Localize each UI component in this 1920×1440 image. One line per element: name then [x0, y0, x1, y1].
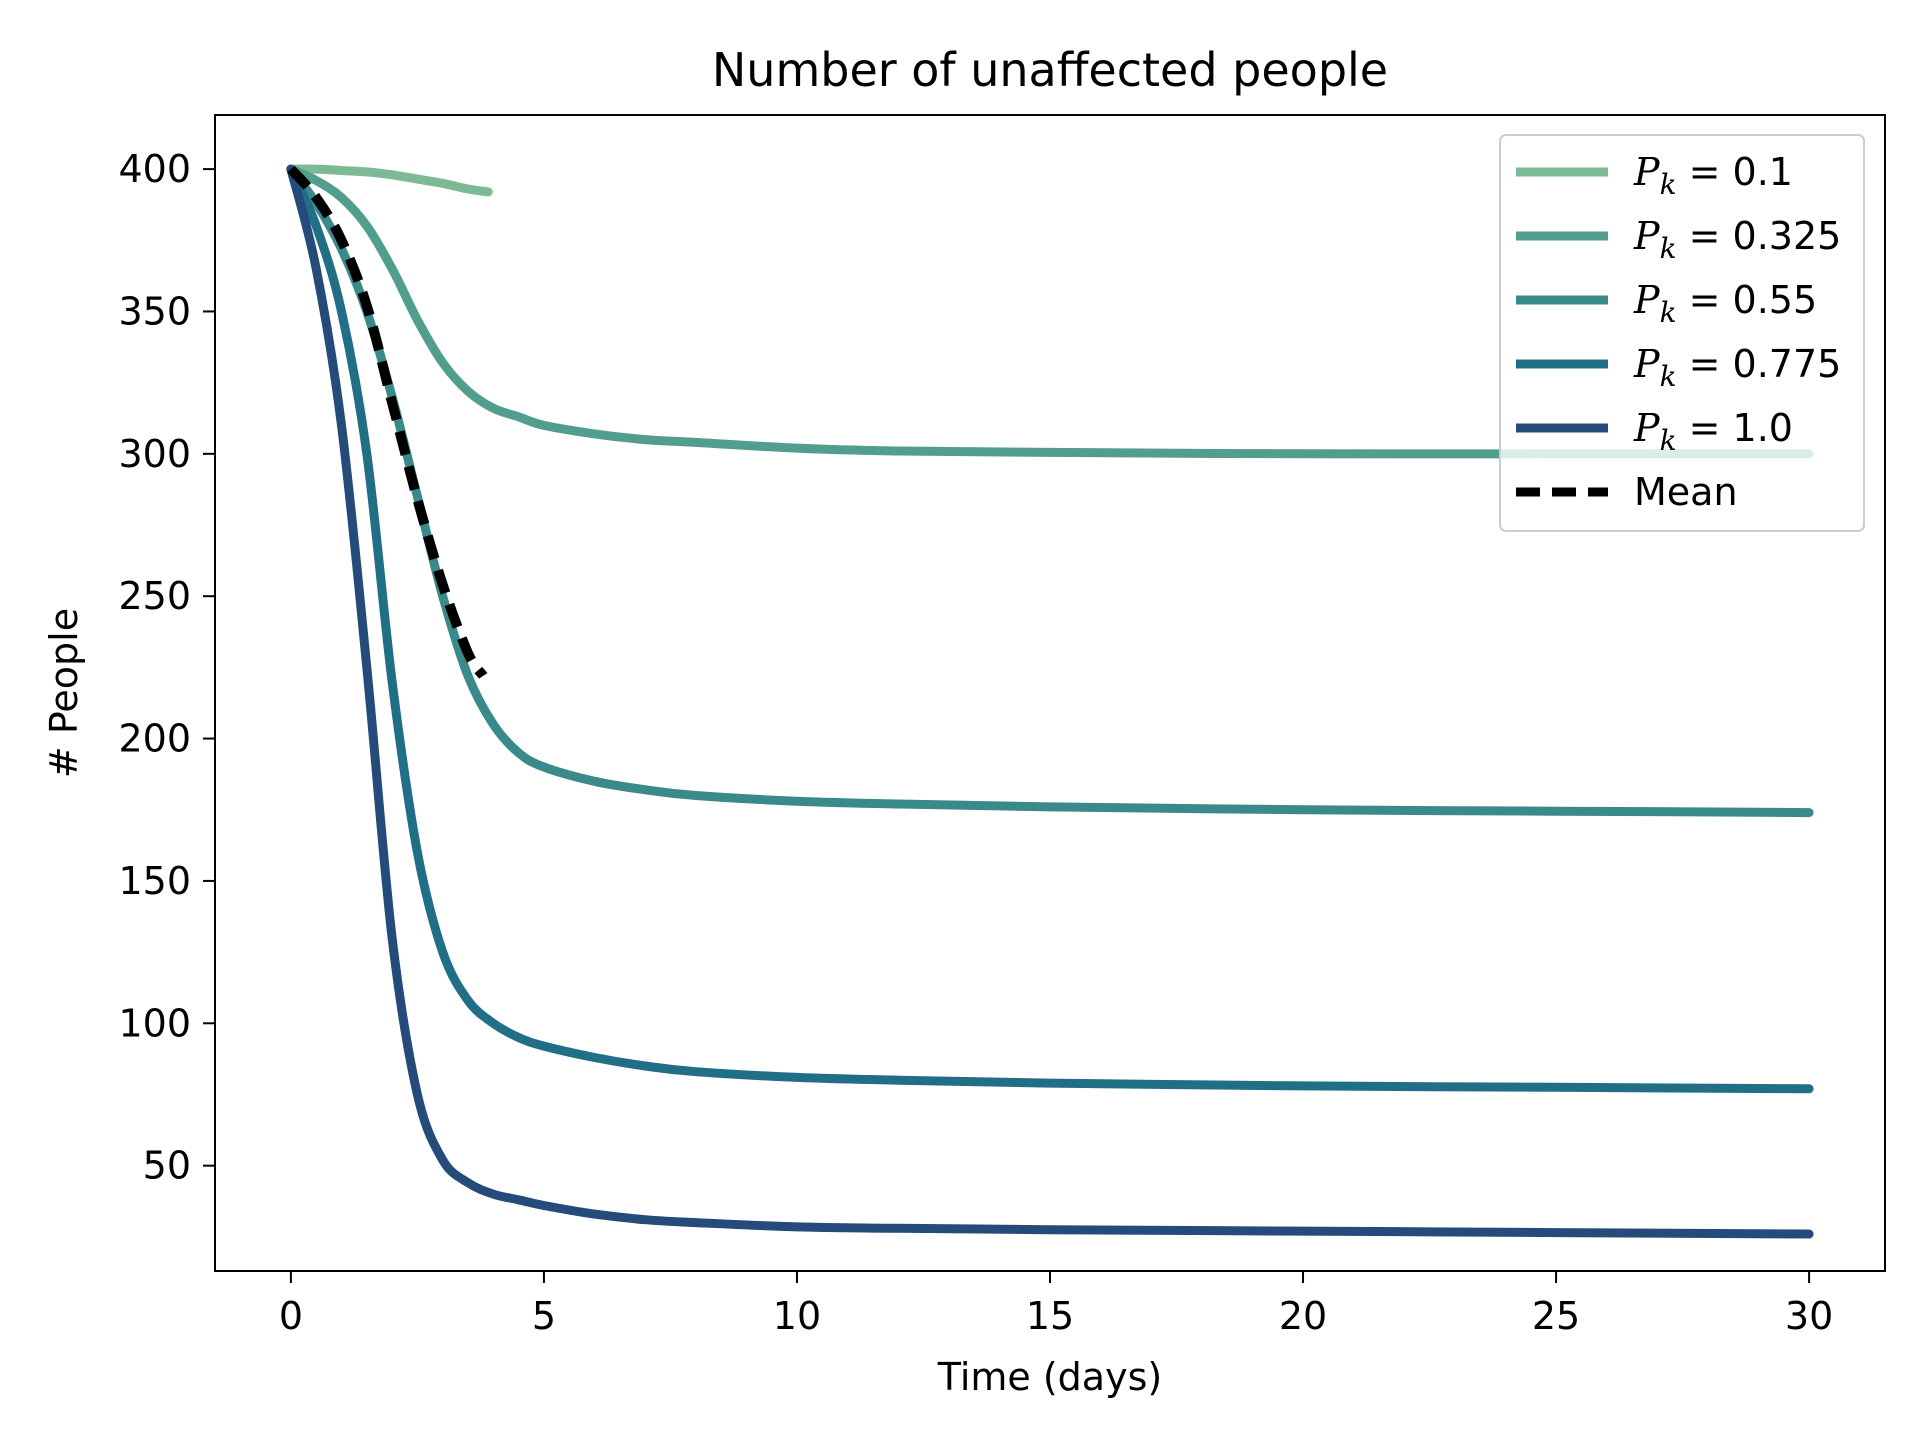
series-line-1 [286, 164, 493, 197]
legend-label-4: Pk = 0.775 [1633, 342, 1841, 393]
y-tick-label: 50 [143, 1144, 191, 1188]
x-tick-label: 20 [1279, 1294, 1327, 1338]
y-axis-ticks: 50 100 150 200 250 300 350 400 [118, 147, 215, 1188]
series-line-5 [286, 164, 1814, 1239]
y-tick-label: 400 [118, 147, 191, 191]
x-tick-label: 15 [1026, 1294, 1074, 1338]
plot-lines [286, 164, 1814, 1239]
y-tick-label: 150 [118, 859, 191, 903]
legend-items: Pk = 0.1 Pk = 0.325 Pk = 0.55 Pk = 0.775 Pk … [1516, 150, 1841, 514]
y-tick-label: 300 [118, 432, 191, 476]
x-tick-label: 5 [532, 1294, 556, 1338]
x-axis-label: Time (days) [937, 1355, 1162, 1399]
y-axis-label: # People [42, 608, 86, 778]
y-tick-label: 200 [118, 717, 191, 761]
legend-label-2: Pk = 0.325 [1633, 214, 1841, 265]
y-tick-label: 100 [118, 1001, 191, 1045]
x-tick-label: 0 [279, 1294, 303, 1338]
series-line-4 [286, 164, 1814, 1094]
legend-label-1: Pk = 0.1 [1633, 150, 1793, 201]
series-line-6 [287, 165, 488, 679]
legend-label-6: Mean [1634, 470, 1738, 514]
x-tick-label: 30 [1785, 1294, 1833, 1338]
x-tick-label: 10 [773, 1294, 821, 1338]
series-line-2 [286, 164, 1814, 459]
legend: Pk = 0.1 Pk = 0.325 Pk = 0.55 Pk = 0.775 Pk … [1499, 134, 1865, 532]
y-tick-label: 350 [118, 289, 191, 333]
legend-label-5: Pk = 1.0 [1633, 406, 1793, 457]
chart-title: Number of unaffected people [712, 43, 1388, 97]
legend-label-3: Pk = 0.55 [1633, 278, 1817, 329]
x-tick-label: 25 [1532, 1294, 1580, 1338]
y-tick-label: 250 [118, 574, 191, 618]
x-axis-ticks: 0 5 10 15 20 25 30 [279, 1271, 1833, 1338]
